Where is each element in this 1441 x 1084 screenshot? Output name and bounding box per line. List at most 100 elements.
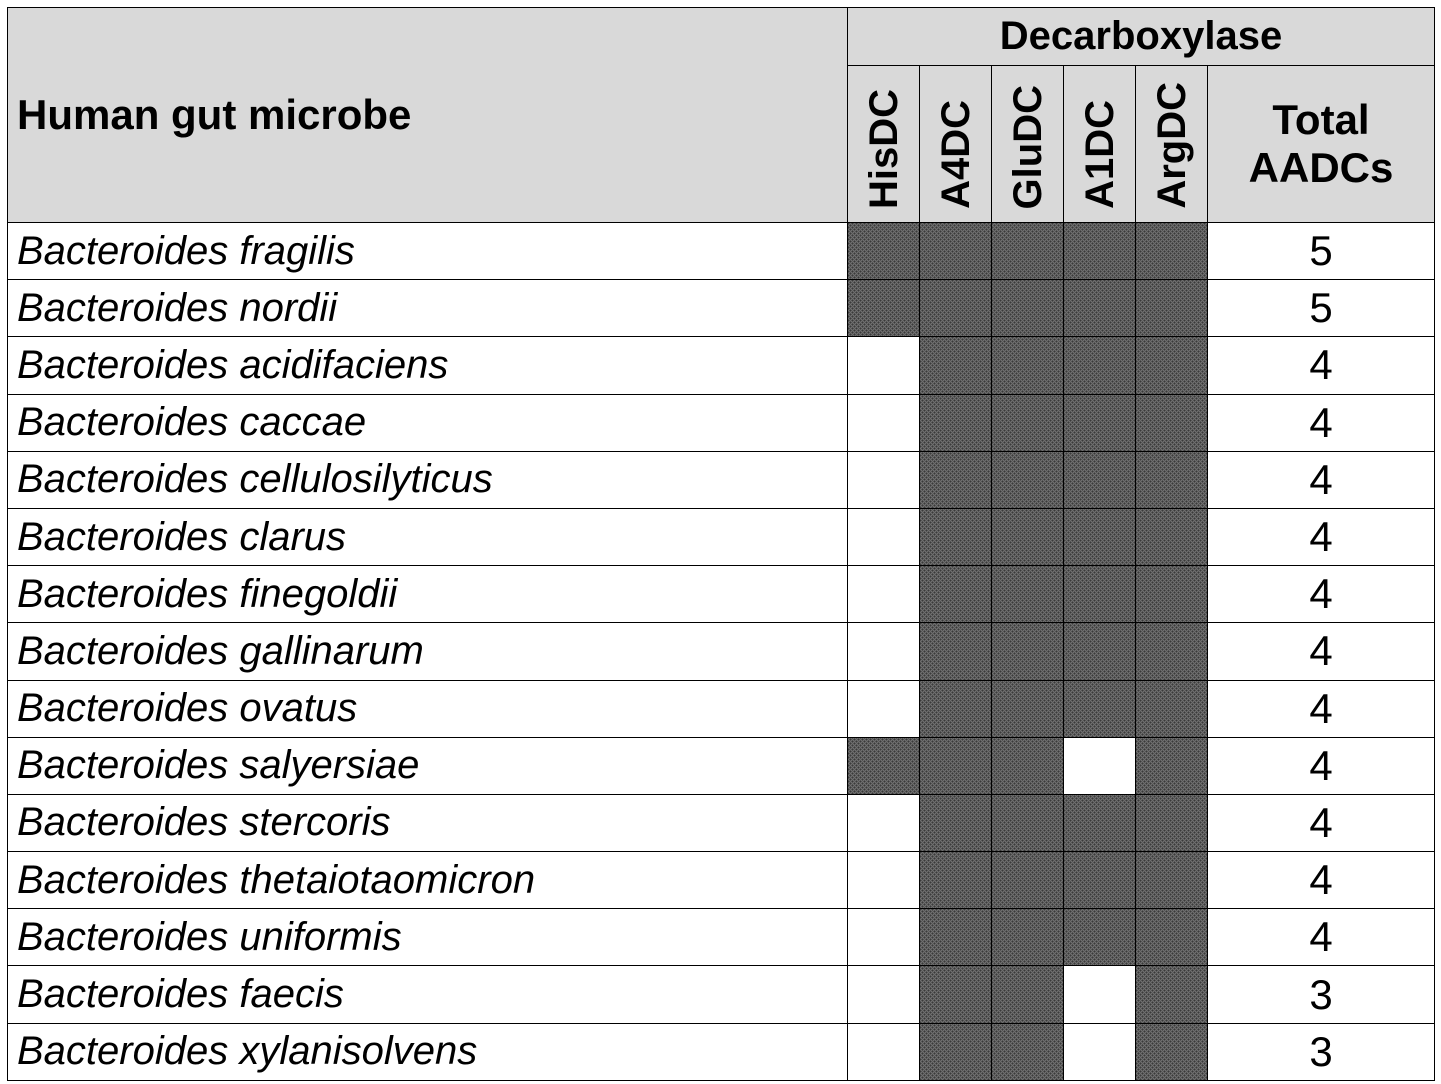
presence-cell-hisdc [847, 507, 920, 567]
presence-cell-gludc [991, 279, 1064, 338]
enzyme-header-a1dc: A1DC [1063, 65, 1136, 223]
table-row: Bacteroides xylanisolvens 3 [7, 1022, 1435, 1081]
presence-cell-gludc [991, 736, 1064, 795]
enzyme-header-hisdc: HisDC [847, 65, 920, 223]
presence-cell-hisdc [847, 221, 920, 281]
presence-cell-a1dc [1063, 221, 1136, 281]
header-row-top: Human gut microbe Decarboxylase [7, 7, 1435, 223]
microbe-name-cell: Bacteroides clarus [7, 507, 848, 567]
total-aadcs-cell: 3 [1207, 1022, 1435, 1081]
presence-cell-a1dc [1063, 507, 1136, 567]
presence-cell-hisdc [847, 336, 920, 395]
presence-cell-hisdc [847, 1022, 920, 1081]
presence-cell-argdc [1135, 279, 1208, 338]
total-aadcs-cell: 4 [1207, 736, 1435, 795]
microbe-name-cell: Bacteroides acidifaciens [7, 336, 848, 395]
presence-cell-argdc [1135, 851, 1208, 910]
total-aadcs-cell: 4 [1207, 793, 1435, 853]
table-row: Bacteroides finegoldii 4 [7, 565, 1435, 624]
presence-cell-a4dc [919, 393, 992, 452]
microbe-name-cell: Bacteroides fragilis [7, 221, 848, 281]
table-row: Bacteroides gallinarum 4 [7, 622, 1435, 681]
enzyme-label: A4DC [933, 100, 978, 209]
microbe-name-cell: Bacteroides stercoris [7, 793, 848, 853]
enzyme-label: A1DC [1077, 100, 1122, 209]
presence-cell-argdc [1135, 450, 1208, 509]
table-row: Bacteroides clarus 4 [7, 507, 1435, 567]
presence-cell-hisdc [847, 393, 920, 452]
presence-cell-a1dc [1063, 622, 1136, 681]
microbe-name-cell: Bacteroides nordii [7, 279, 848, 338]
presence-cell-a4dc [919, 793, 992, 853]
presence-cell-a4dc [919, 736, 992, 795]
presence-cell-a4dc [919, 679, 992, 738]
total-aadcs-cell: 5 [1207, 279, 1435, 338]
table-row: Bacteroides salyersiae 4 [7, 736, 1435, 795]
presence-cell-hisdc [847, 851, 920, 910]
total-header-line2: AADCs [1248, 144, 1394, 191]
presence-cell-gludc [991, 679, 1064, 738]
enzyme-header-argdc: ArgDC [1135, 65, 1208, 223]
presence-cell-a4dc [919, 507, 992, 567]
microbe-name-cell: Bacteroides uniformis [7, 908, 848, 967]
table-row: Bacteroides ovatus 4 [7, 679, 1435, 738]
presence-cell-a4dc [919, 221, 992, 281]
microbe-column-header: Human gut microbe [7, 7, 848, 223]
enzyme-header-row: HisDC A4DC GluDC A1DC ArgDC Total AADCs [8, 65, 1435, 223]
total-aadcs-cell: 4 [1207, 622, 1435, 681]
presence-cell-argdc [1135, 622, 1208, 681]
microbe-name-cell: Bacteroides finegoldii [7, 565, 848, 624]
presence-cell-a1dc [1063, 908, 1136, 967]
presence-cell-gludc [991, 507, 1064, 567]
presence-cell-hisdc [847, 793, 920, 853]
presence-cell-argdc [1135, 679, 1208, 738]
presence-cell-hisdc [847, 965, 920, 1024]
presence-cell-gludc [991, 221, 1064, 281]
presence-cell-a4dc [919, 450, 992, 509]
presence-cell-gludc [991, 450, 1064, 509]
total-aadcs-cell: 4 [1207, 565, 1435, 624]
enzyme-header-a4dc: A4DC [919, 65, 992, 223]
presence-cell-a1dc [1063, 965, 1136, 1024]
presence-cell-argdc [1135, 221, 1208, 281]
presence-cell-a1dc [1063, 450, 1136, 509]
table-row: Bacteroides thetaiotaomicron 4 [7, 851, 1435, 910]
table-row: Bacteroides caccae 4 [7, 393, 1435, 452]
enzyme-label: ArgDC [1149, 82, 1194, 209]
total-aadcs-cell: 4 [1207, 336, 1435, 395]
presence-cell-gludc [991, 393, 1064, 452]
presence-cell-a4dc [919, 279, 992, 338]
presence-cell-a1dc [1063, 679, 1136, 738]
table-row: Bacteroides acidifaciens 4 [7, 336, 1435, 395]
total-aadcs-cell: 4 [1207, 851, 1435, 910]
presence-cell-a1dc [1063, 393, 1136, 452]
presence-cell-argdc [1135, 1022, 1208, 1081]
presence-cell-hisdc [847, 622, 920, 681]
microbe-name-cell: Bacteroides salyersiae [7, 736, 848, 795]
enzyme-header-gludc: GluDC [991, 65, 1064, 223]
enzyme-label: GluDC [1005, 84, 1050, 209]
presence-cell-a1dc [1063, 793, 1136, 853]
presence-cell-a4dc [919, 336, 992, 395]
decarboxylase-group-header: Decarboxylase [847, 7, 1435, 66]
presence-cell-gludc [991, 908, 1064, 967]
presence-cell-hisdc [847, 279, 920, 338]
table-body: Bacteroides fragilis 5 Bacteroides nordii 5… [7, 221, 1435, 1081]
decarboxylase-table-wrapper: Human gut microbe Decarboxylase HisDC A4… [7, 7, 1435, 1081]
table-row: Bacteroides fragilis 5 [7, 221, 1435, 281]
presence-cell-a4dc [919, 965, 992, 1024]
presence-cell-argdc [1135, 793, 1208, 853]
enzyme-label: HisDC [861, 88, 906, 209]
presence-cell-a1dc [1063, 1022, 1136, 1081]
table-row: Bacteroides uniformis 4 [7, 908, 1435, 967]
total-aadcs-cell: 4 [1207, 908, 1435, 967]
microbe-name-cell: Bacteroides cellulosilyticus [7, 450, 848, 509]
presence-cell-a1dc [1063, 565, 1136, 624]
microbe-name-cell: Bacteroides caccae [7, 393, 848, 452]
total-header-line1: Total [1272, 96, 1370, 143]
presence-cell-hisdc [847, 679, 920, 738]
presence-cell-argdc [1135, 565, 1208, 624]
presence-cell-argdc [1135, 908, 1208, 967]
decarboxylase-table: Human gut microbe Decarboxylase HisDC A4… [7, 7, 1435, 1081]
table-row: Bacteroides nordii 5 [7, 279, 1435, 338]
